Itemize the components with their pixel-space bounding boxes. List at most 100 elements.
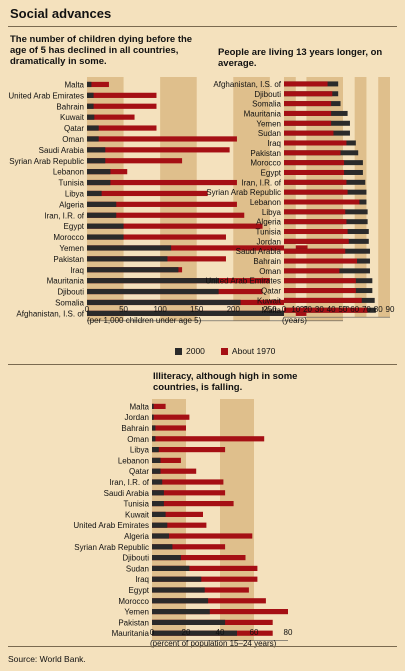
mortality-bar-2000: [87, 179, 111, 186]
illiteracy-category-label: Djibouti: [122, 554, 149, 563]
mortality-bar-2000: [87, 223, 124, 229]
illiteracy-bar-2000: [152, 619, 226, 625]
mortality-tick-label: 50: [119, 305, 128, 314]
mortality-bar-1970: [87, 223, 263, 229]
illiteracy-bar-1970: [152, 565, 258, 571]
mortality-grid-band: [87, 77, 124, 321]
illiteracy-bar-2000: [152, 436, 156, 442]
life-tick-label: 40: [327, 305, 336, 314]
mortality-category-label: Malta: [64, 80, 84, 89]
illiteracy-category-label: Pakistan: [118, 618, 149, 627]
mortality-bar-2000: [87, 114, 95, 120]
illiteracy-bar-1970: [152, 479, 224, 485]
life-tick-label: 60: [350, 305, 359, 314]
life-axis-label: (years): [282, 316, 307, 325]
life-category-label: Djibouti: [254, 90, 281, 99]
legend-1970-swatch: [220, 347, 228, 355]
life-category-label: Jordan: [257, 237, 281, 246]
life-bar-1970: [284, 140, 347, 146]
life-bar-1970: [284, 120, 332, 126]
illiteracy-bar-2000: [152, 544, 173, 550]
mortality-category-label: Kuwait: [60, 113, 85, 122]
mortality-category-label: Afghanistan, I.S. of: [16, 309, 84, 318]
illiteracy-bar-2000: [152, 576, 202, 582]
life-tick-label: 80: [374, 305, 383, 314]
mortality-axis-label: (per 1,000 children under age 5): [87, 316, 202, 325]
life-bar-1970: [284, 179, 347, 185]
mortality-tick-label: 250: [263, 305, 277, 314]
illiteracy-bar-2000: [152, 565, 190, 571]
illiteracy-bar-1970: [152, 403, 166, 409]
mortality-bar-2000: [87, 158, 106, 164]
illiteracy-category-label: Iran, I.R. of: [109, 478, 149, 487]
mortality-category-label: Somalia: [55, 298, 84, 307]
illiteracy-category-label: Jordan: [125, 413, 149, 422]
mortality-grid-band: [160, 77, 197, 321]
illiteracy-tick-label: 40: [216, 628, 225, 637]
illiteracy-category-label: Qatar: [129, 467, 149, 476]
section-divider: [8, 364, 397, 365]
mortality-category-label: Yemen: [59, 244, 84, 253]
mortality-bar-2000: [87, 147, 106, 153]
life-category-label: Libya: [262, 208, 282, 217]
illiteracy-category-label: Lebanon: [118, 456, 149, 465]
mortality-tick-label: 100: [153, 305, 167, 314]
illiteracy-bar-2000: [152, 609, 210, 615]
illiteracy-tick-label: 60: [250, 628, 259, 637]
life-bar-1970: [284, 150, 341, 156]
illiteracy-category-label: Morocco: [118, 597, 149, 606]
illiteracy-bar-2000: [152, 403, 154, 409]
illiteracy-bar-2000: [152, 587, 205, 593]
legend-2000-label: 2000: [186, 346, 205, 356]
life-category-label: Malta: [261, 306, 281, 315]
life-category-label: Sudan: [258, 129, 281, 138]
illiteracy-tick-label: 0: [150, 628, 155, 637]
mortality-bar-1970: [87, 179, 237, 186]
mortality-category-label: Iraq: [70, 266, 84, 275]
source-note: Source: World Bank.: [8, 654, 86, 664]
life-bar-1970: [284, 268, 340, 274]
life-category-label: Iran, I.R. of: [241, 178, 281, 187]
mortality-tick-label: 150: [190, 305, 204, 314]
life-category-label: Iraq: [267, 139, 281, 148]
illiteracy-category-label: Yemen: [124, 608, 149, 617]
mortality-bar-2000: [87, 278, 219, 284]
mortality-bar-1970: [87, 234, 226, 240]
life-bar-1970: [284, 248, 346, 254]
illiteracy-bar-1970: [152, 576, 258, 582]
mortality-bar-2000: [87, 256, 168, 262]
illiteracy-bar-1970: [152, 598, 266, 604]
mortality-category-label: Lebanon: [53, 168, 84, 177]
illiteracy-bar-1970: [152, 468, 197, 474]
life-bar-1970: [284, 288, 356, 294]
mortality-bar-2000: [87, 245, 172, 251]
illiteracy-bar-2000: [152, 511, 166, 517]
mortality-bar-2000: [87, 201, 117, 207]
life-bar-1970: [284, 81, 328, 87]
illiteracy-bar-1970: [152, 609, 288, 615]
illiteracy-category-label: Libya: [130, 446, 150, 455]
life-category-label: Somalia: [252, 100, 281, 109]
illiteracy-bar-1970: [152, 501, 234, 507]
life-category-label: Yemen: [256, 119, 281, 128]
illiteracy-grid-band: [152, 399, 186, 641]
life-category-label: Qatar: [261, 287, 281, 296]
illiteracy-bar-2000: [152, 555, 181, 561]
illiteracy-category-label: Malta: [129, 402, 149, 411]
mortality-bar-1970: [87, 158, 183, 164]
mortality-category-label: Bahrain: [56, 102, 84, 111]
life-category-label: Mauritania: [244, 109, 282, 118]
mortality-bar-2000: [87, 234, 124, 240]
life-bar-1970: [284, 130, 334, 136]
mortality-bar-2000: [87, 190, 102, 197]
mortality-bar-1970: [87, 103, 157, 109]
mortality-category-label: Djibouti: [57, 288, 84, 297]
illiteracy-category-label: Algeria: [124, 532, 149, 541]
life-grid-band: [331, 77, 343, 318]
illiteracy-bar-2000: [152, 457, 161, 463]
illiteracy-category-label: Egypt: [129, 586, 150, 595]
illiteracy-category-label: United Arab Emirates: [73, 521, 149, 530]
illiteracy-category-label: Saudi Arabia: [104, 489, 150, 498]
mortality-bar-1970: [87, 136, 237, 142]
